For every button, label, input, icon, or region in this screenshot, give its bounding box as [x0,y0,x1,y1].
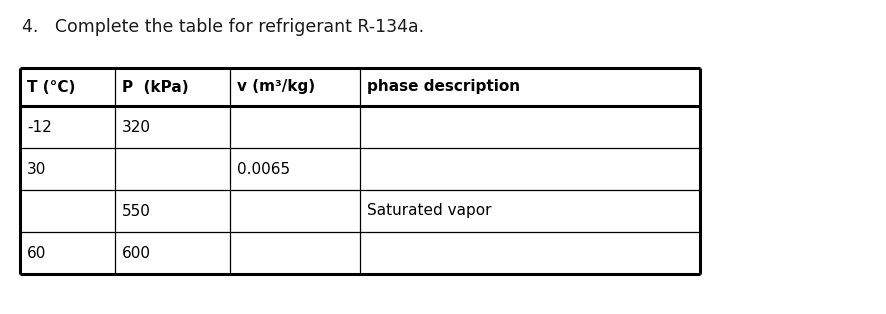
Text: 550: 550 [122,203,151,219]
Text: T (°C): T (°C) [27,79,75,95]
Text: phase description: phase description [367,79,519,95]
Text: Saturated vapor: Saturated vapor [367,203,491,219]
Text: 4.   Complete the table for refrigerant R-134a.: 4. Complete the table for refrigerant R-… [22,18,424,36]
Text: 30: 30 [27,161,46,176]
Text: 0.0065: 0.0065 [237,161,290,176]
Text: v (m³/kg): v (m³/kg) [237,79,315,95]
Text: 600: 600 [122,246,151,261]
Text: 60: 60 [27,246,46,261]
Text: 320: 320 [122,120,151,134]
Text: P  (kPa): P (kPa) [122,79,189,95]
Text: -12: -12 [27,120,51,134]
